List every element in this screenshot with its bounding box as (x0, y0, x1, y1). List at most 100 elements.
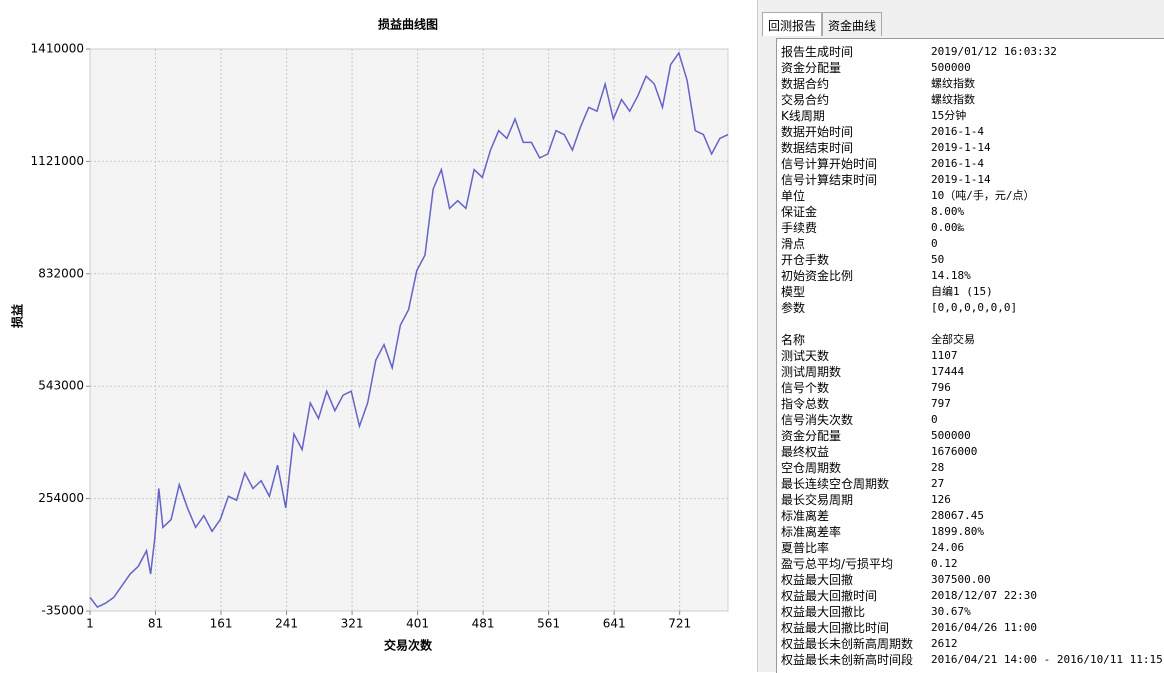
report-key: 最长连续空仓周期数 (781, 477, 890, 491)
y-tick-label: 1121000 (31, 154, 84, 168)
chart: 损益曲线图 交易次数 损益 -3500025400054300083200011… (10, 17, 729, 653)
report-value: 14.18% (931, 269, 971, 282)
report-key: 数据结束时间 (781, 141, 854, 155)
report-key: 权益最长未创新高时间段 (781, 653, 914, 667)
report-key: 数据开始时间 (781, 125, 854, 139)
y-tick-label: 543000 (38, 379, 84, 393)
report-value: 2016/04/21 14:00 - 2016/10/11 11:15 (931, 653, 1163, 666)
report-value: 全部交易 (931, 333, 975, 346)
report-key: 最终权益 (781, 445, 830, 459)
report-key: 测试天数 (781, 349, 830, 363)
report-value: 17444 (931, 365, 965, 378)
report-key: 滑点 (781, 237, 806, 251)
report-key: 标准离差率 (781, 525, 842, 539)
report-key: 名称 (781, 333, 806, 347)
report-value: 2019-1-14 (931, 173, 991, 186)
y-axis-label: 损益 (10, 304, 25, 328)
report-key: 信号消失次数 (781, 413, 854, 427)
report-value: 2612 (931, 637, 958, 650)
report-value: 2016/04/26 11:00 (931, 621, 1037, 634)
report-key: 初始资金比例 (781, 269, 854, 283)
report-key: 信号计算结束时间 (781, 173, 878, 187)
report-value: 307500.00 (931, 573, 991, 586)
y-tick-label: 254000 (38, 491, 84, 505)
x-tick-label: 401 (406, 617, 429, 631)
report-value: 0 (931, 237, 938, 250)
report-value: 螺纹指数 (931, 77, 975, 90)
report-key: 信号个数 (781, 381, 830, 395)
report-value: 2019-1-14 (931, 141, 991, 154)
report-key: K线周期 (781, 109, 825, 123)
report-value: 30.67% (931, 605, 971, 618)
x-tick-label: 1 (86, 617, 94, 631)
report-value: 500000 (931, 61, 971, 74)
tab[interactable]: 回测报告 (762, 12, 823, 36)
report-key: 最长交易周期 (781, 493, 854, 507)
report-value: 螺纹指数 (931, 93, 975, 106)
report-value: 2019/01/12 16:03:32 (931, 45, 1057, 58)
report-value: 2018/12/07 22:30 (931, 589, 1037, 602)
report-value: 1899.80% (931, 525, 984, 538)
report-value: 2016-1-4 (931, 125, 984, 138)
y-tick-label: 832000 (38, 266, 84, 280)
report-key: 模型 (781, 285, 806, 299)
report-key: 信号计算开始时间 (781, 157, 878, 171)
report-value: 0.00‰ (931, 221, 965, 234)
report-value: 自编1 (15) (931, 285, 993, 298)
x-tick-label: 481 (472, 617, 495, 631)
report-key: 权益最大回撤比 (781, 605, 866, 619)
report-key: 手续费 (781, 221, 818, 235)
report-value: 1107 (931, 349, 958, 362)
report-value: 50 (931, 253, 945, 266)
x-tick-label: 241 (275, 617, 298, 631)
report-key: 指令总数 (781, 397, 830, 411)
report-key: 资金分配量 (781, 61, 842, 75)
report-value: 27 (931, 477, 945, 490)
report-value: 8.00% (931, 205, 965, 218)
report-table: 报告生成时间 2019/01/12 16:03:32 资金分配量 500000 数据合约… (776, 38, 1164, 673)
report-key: 权益最大回撤比时间 (781, 621, 890, 635)
report-key: 权益最大回撤时间 (781, 589, 878, 603)
equity-line (89, 51, 729, 609)
tab-bar: 回测报告 资金曲线 (762, 12, 883, 36)
report-key: 保证金 (781, 205, 818, 219)
report-key: 空仓周期数 (781, 461, 842, 475)
x-tick-label: 321 (341, 617, 364, 631)
report-value: 24.06 (931, 541, 965, 554)
report-value: 2016-1-4 (931, 157, 984, 170)
report-key: 盈亏总平均/亏损平均 (781, 557, 894, 571)
report-key: 夏普比率 (781, 541, 830, 555)
tab[interactable]: 资金曲线 (822, 12, 883, 36)
report-value: 1676000 (931, 445, 978, 458)
x-tick-label: 721 (668, 617, 691, 631)
y-tick-label: 1410000 (31, 42, 84, 56)
y-tick-label: -35000 (41, 604, 84, 618)
x-tick-label: 641 (603, 617, 626, 631)
plot-area (89, 48, 729, 612)
report-value: 0 (931, 413, 938, 426)
report-value: 126 (931, 493, 951, 506)
report-value: 796 (931, 381, 951, 394)
report-key: 资金分配量 (781, 429, 842, 443)
x-tick-label: 161 (210, 617, 233, 631)
report-key: 报告生成时间 (781, 45, 854, 59)
report-value: 500000 (931, 429, 971, 442)
report-value: 0.12 (931, 557, 958, 570)
report-value: 28067.45 (931, 509, 984, 522)
report-key: 数据合约 (781, 77, 830, 91)
report-key: 单位 (781, 189, 806, 203)
report-key: 参数 (781, 301, 806, 315)
x-axis-label: 交易次数 (384, 638, 433, 653)
report-value: 797 (931, 397, 951, 410)
report-value: 10（吨/手，元/点） (931, 189, 1035, 202)
report-key: 权益最长未创新高周期数 (781, 637, 914, 651)
report-key: 权益最大回撤 (781, 573, 854, 587)
report-key: 测试周期数 (781, 365, 842, 379)
x-tick-label: 561 (537, 617, 560, 631)
chart-title: 损益曲线图 (378, 17, 438, 32)
report-panel: 回测报告 资金曲线 报告生成时间 2019/01/12 16:03:32 资金分配量 5… (757, 0, 1164, 673)
x-tick-label: 81 (148, 617, 163, 631)
report-value: [0,0,0,0,0,0] (931, 301, 1018, 314)
report-key: 交易合约 (781, 93, 830, 107)
